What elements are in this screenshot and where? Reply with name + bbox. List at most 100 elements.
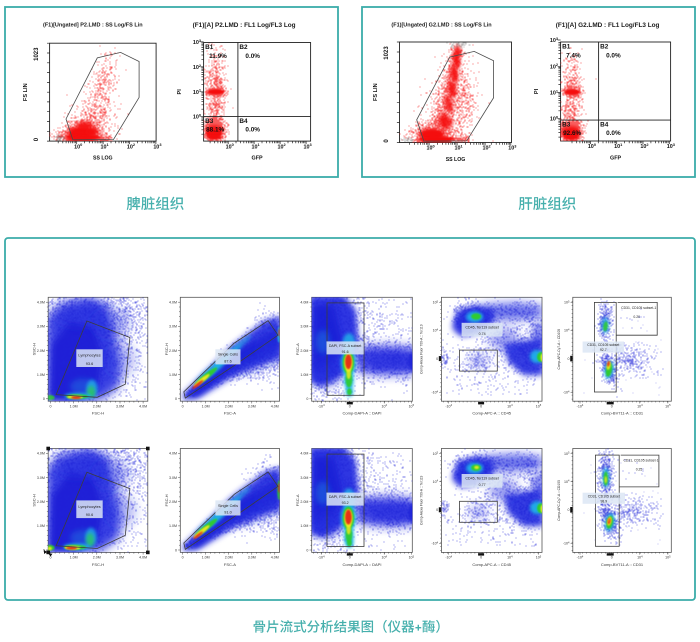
svg-text:0.74: 0.74 — [479, 332, 486, 336]
svg-text:-104: -104 — [318, 554, 325, 559]
svg-text:0: 0 — [182, 404, 184, 408]
svg-text:100: 100 — [226, 142, 234, 150]
svg-text:0: 0 — [306, 548, 308, 552]
svg-text:1.0M: 1.0M — [300, 373, 308, 377]
svg-text:104: 104 — [507, 554, 513, 559]
svg-text:CD31, CD105 subset: CD31, CD105 subset — [587, 343, 619, 347]
svg-text:Comp-APC-A :: CD45: Comp-APC-A :: CD45 — [472, 411, 511, 416]
svg-text:0: 0 — [436, 357, 438, 361]
svg-text:105: 105 — [564, 300, 570, 305]
svg-text:2.0M: 2.0M — [37, 500, 45, 504]
svg-text:FSC-A: FSC-A — [224, 562, 236, 567]
svg-text:93.6: 93.6 — [86, 362, 93, 366]
svg-text:2.0M: 2.0M — [93, 556, 101, 560]
svg-text:100: 100 — [588, 142, 596, 150]
svg-text:FSC-H: FSC-H — [92, 562, 104, 567]
svg-text:0.0%: 0.0% — [245, 127, 260, 134]
svg-text:4.0M: 4.0M — [271, 556, 279, 560]
svg-text:Single Cells: Single Cells — [218, 504, 238, 508]
svg-text:101: 101 — [252, 142, 261, 150]
svg-text:3.0M: 3.0M — [169, 325, 177, 329]
svg-text:4.0M: 4.0M — [37, 452, 45, 456]
svg-text:B1: B1 — [562, 44, 571, 51]
svg-text:3.0M: 3.0M — [169, 476, 177, 480]
svg-text:3.0M: 3.0M — [116, 556, 124, 560]
svg-text:Comp-DAPI-A :: DAPI: Comp-DAPI-A :: DAPI — [343, 411, 382, 416]
svg-text:103: 103 — [550, 36, 559, 44]
svg-text:105: 105 — [665, 554, 671, 559]
svg-text:-104: -104 — [318, 403, 325, 408]
svg-text:SS LOG: SS LOG — [446, 157, 466, 163]
svg-text:(F1)[A] P2.LMD : FL1 Log/FL3 L: (F1)[A] P2.LMD : FL1 Log/FL3 Log — [193, 22, 296, 29]
svg-text:PI: PI — [534, 88, 540, 94]
svg-text:0.25: 0.25 — [636, 467, 643, 471]
svg-text:104: 104 — [433, 479, 439, 484]
svg-text:FSC-A: FSC-A — [295, 494, 300, 506]
svg-text:DAPI, FSC-A subset: DAPI, FSC-A subset — [329, 344, 362, 348]
svg-text:100: 100 — [193, 113, 201, 121]
svg-text:FSC-A: FSC-A — [295, 343, 300, 355]
svg-text:FSC-A: FSC-A — [224, 411, 236, 416]
svg-text:11.9%: 11.9% — [209, 53, 227, 60]
svg-text:105: 105 — [536, 403, 542, 408]
svg-text:104: 104 — [637, 403, 643, 408]
svg-text:103: 103 — [667, 142, 676, 150]
svg-text:105: 105 — [433, 451, 439, 456]
svg-text:1.0M: 1.0M — [300, 524, 308, 528]
svg-text:-104: -104 — [431, 541, 438, 546]
svg-text:0: 0 — [611, 556, 613, 560]
svg-text:102: 102 — [550, 62, 559, 70]
svg-text:4.0M: 4.0M — [271, 404, 279, 408]
svg-text:1.0M: 1.0M — [70, 556, 78, 560]
svg-text:(F1)[Ungated] P2.LMD : SS Log/: (F1)[Ungated] P2.LMD : SS Log/FS Lin — [43, 23, 143, 29]
svg-text:0.20: 0.20 — [633, 315, 640, 319]
svg-text:104: 104 — [564, 479, 570, 484]
svg-text:Comp-BV711-A :: CD31: Comp-BV711-A :: CD31 — [601, 562, 644, 567]
svg-text:0: 0 — [480, 556, 482, 560]
svg-text:102: 102 — [127, 142, 136, 150]
svg-text:101: 101 — [614, 142, 623, 150]
svg-text:1.0M: 1.0M — [169, 373, 177, 377]
svg-text:1.0M: 1.0M — [70, 404, 78, 408]
svg-text:DAPI, FSC-A subset: DAPI, FSC-A subset — [329, 495, 362, 499]
svg-text:Comp-APC-Cy7-A :: CD105: Comp-APC-Cy7-A :: CD105 — [557, 480, 561, 521]
svg-text:4.0M: 4.0M — [300, 301, 308, 305]
svg-text:102: 102 — [278, 142, 287, 150]
svg-text:(F1)[A] G2.LMD : FL1 Log/FL3 L: (F1)[A] G2.LMD : FL1 Log/FL3 Log — [556, 22, 660, 29]
svg-text:PI: PI — [177, 89, 183, 95]
svg-text:-104: -104 — [445, 403, 452, 408]
svg-text:90.6: 90.6 — [86, 513, 93, 517]
svg-text:91.6: 91.6 — [342, 350, 349, 354]
svg-text:0: 0 — [306, 397, 308, 401]
svg-text:Comp-DAPI-A :: DAPI: Comp-DAPI-A :: DAPI — [343, 562, 382, 567]
svg-text:-104: -104 — [445, 554, 452, 559]
svg-text:2.0M: 2.0M — [93, 404, 101, 408]
svg-text:FSC-H: FSC-H — [164, 343, 169, 355]
svg-text:101: 101 — [550, 88, 559, 96]
svg-text:0: 0 — [43, 548, 45, 552]
svg-text:2.0M: 2.0M — [169, 500, 177, 504]
svg-text:CD45, Ter119 subset: CD45, Ter119 subset — [465, 326, 498, 330]
svg-text:CD31, CD105 subset: CD31, CD105 subset — [588, 494, 620, 498]
svg-text:0: 0 — [175, 397, 177, 401]
svg-text:92.6%: 92.6% — [563, 130, 581, 137]
svg-text:Single Cells: Single Cells — [218, 353, 238, 357]
svg-text:104: 104 — [433, 328, 439, 333]
svg-text:2.0M: 2.0M — [37, 349, 45, 353]
svg-text:105: 105 — [409, 554, 415, 559]
svg-text:0: 0 — [34, 137, 40, 141]
svg-text:SS LOG: SS LOG — [93, 156, 113, 162]
svg-text:104: 104 — [637, 554, 643, 559]
svg-text:0: 0 — [50, 404, 52, 408]
svg-text:103: 103 — [193, 38, 202, 46]
svg-text:100: 100 — [427, 144, 435, 152]
svg-text:CD31, CD105 subset-1: CD31, CD105 subset-1 — [621, 306, 656, 310]
svg-text:88.1%: 88.1% — [206, 127, 224, 134]
svg-text:-104: -104 — [563, 389, 570, 394]
svg-text:3.0M: 3.0M — [300, 476, 308, 480]
svg-text:93.2: 93.2 — [342, 501, 349, 505]
svg-text:102: 102 — [483, 144, 492, 152]
svg-text:101: 101 — [193, 88, 202, 96]
svg-text:91.0: 91.0 — [224, 511, 231, 515]
svg-text:SSC-H: SSC-H — [32, 343, 37, 356]
